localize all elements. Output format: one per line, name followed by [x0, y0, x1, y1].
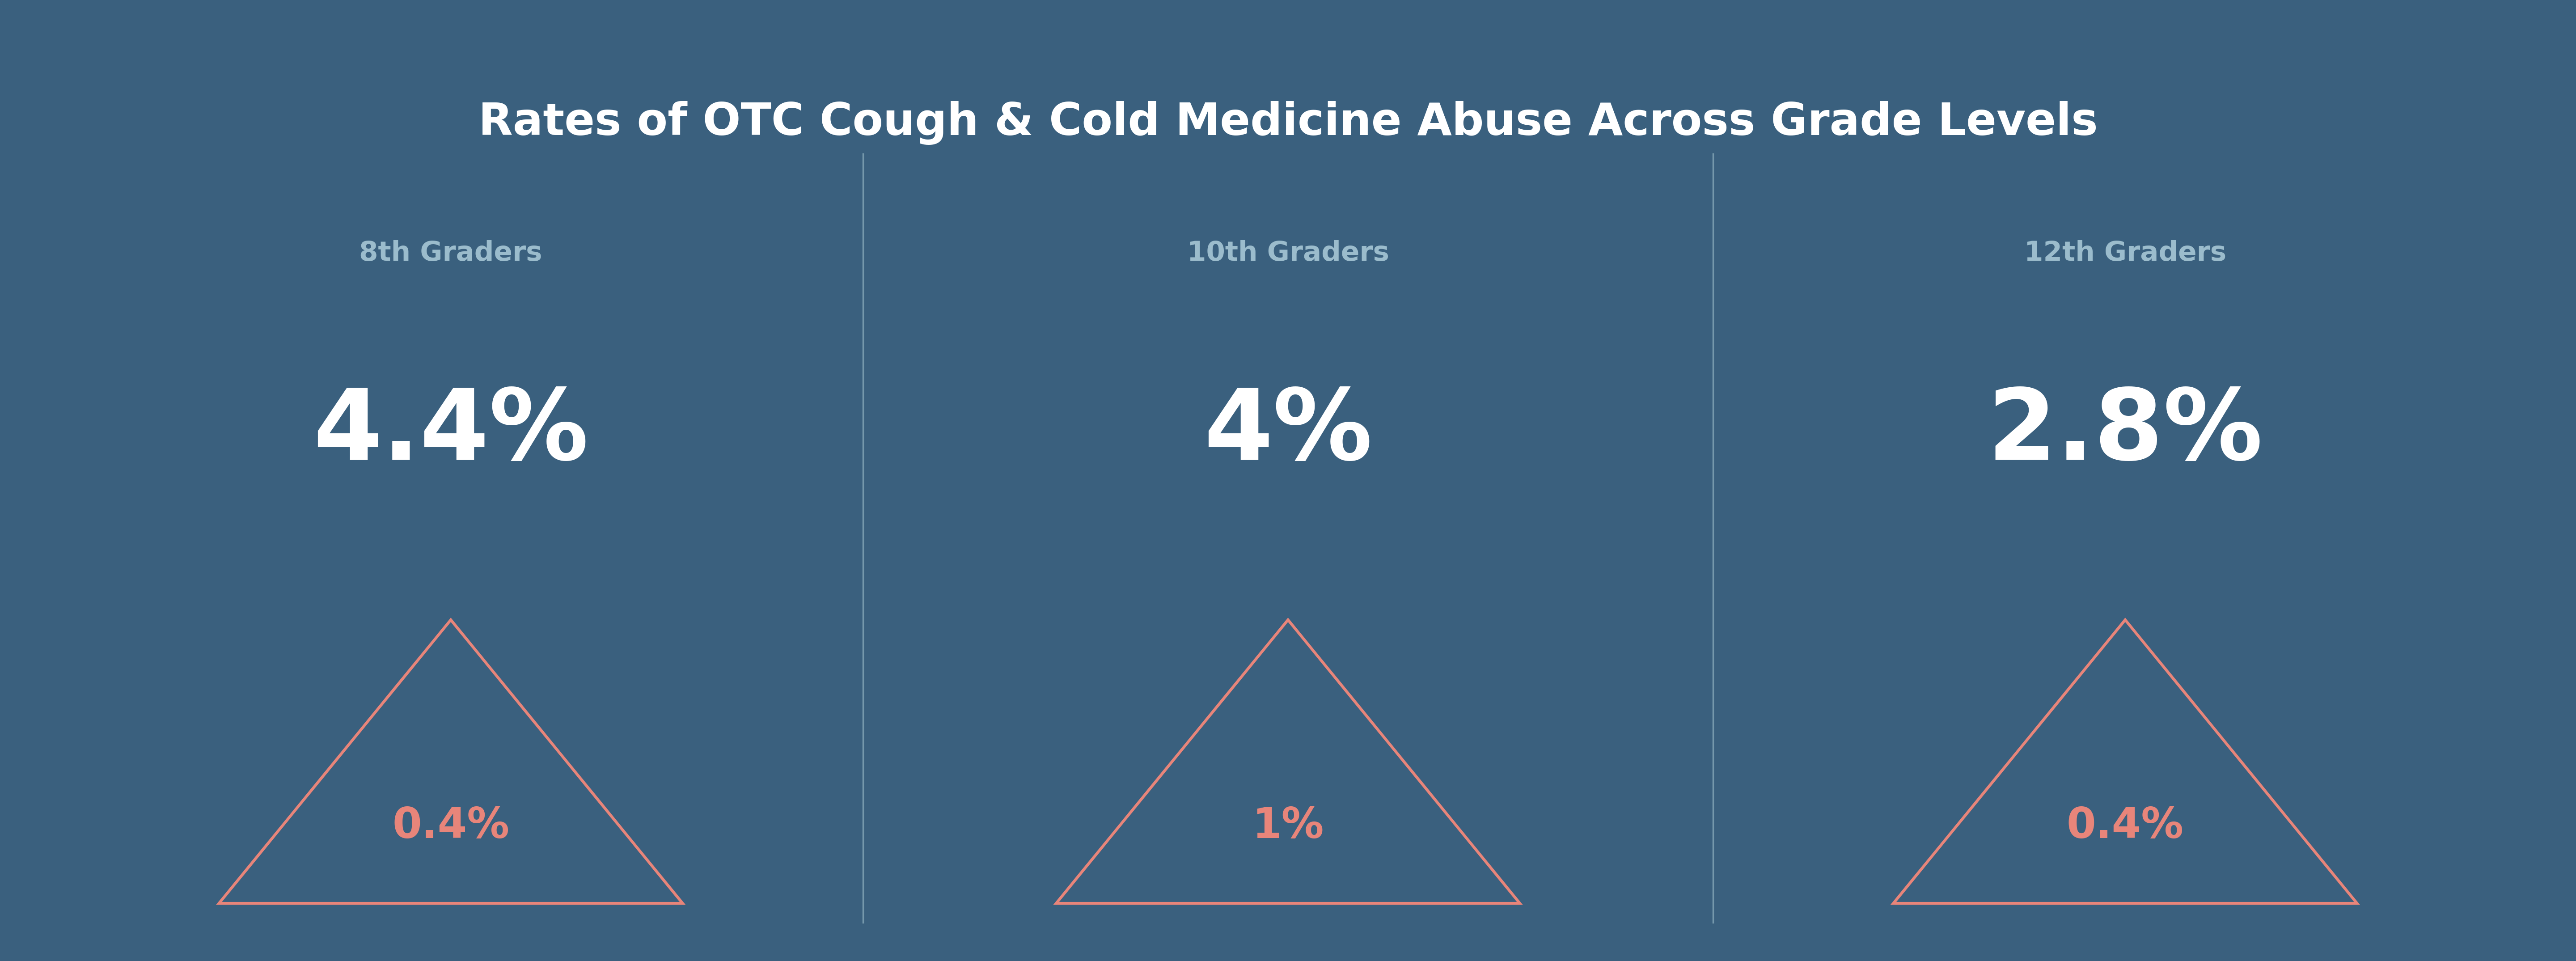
- Text: 0.4%: 0.4%: [2066, 806, 2184, 847]
- Text: 12th Graders: 12th Graders: [2025, 240, 2226, 266]
- Text: 4.4%: 4.4%: [314, 384, 587, 480]
- Text: Rates of OTC Cough & Cold Medicine Abuse Across Grade Levels: Rates of OTC Cough & Cold Medicine Abuse…: [479, 101, 2097, 145]
- Polygon shape: [1893, 620, 2357, 903]
- Text: 2.8%: 2.8%: [1989, 384, 2262, 480]
- Polygon shape: [219, 620, 683, 903]
- Text: 1%: 1%: [1252, 806, 1324, 847]
- Text: 10th Graders: 10th Graders: [1188, 240, 1388, 266]
- Text: 8th Graders: 8th Graders: [358, 240, 544, 266]
- Text: 0.4%: 0.4%: [392, 806, 510, 847]
- Polygon shape: [1056, 620, 1520, 903]
- Text: 4%: 4%: [1203, 384, 1373, 480]
